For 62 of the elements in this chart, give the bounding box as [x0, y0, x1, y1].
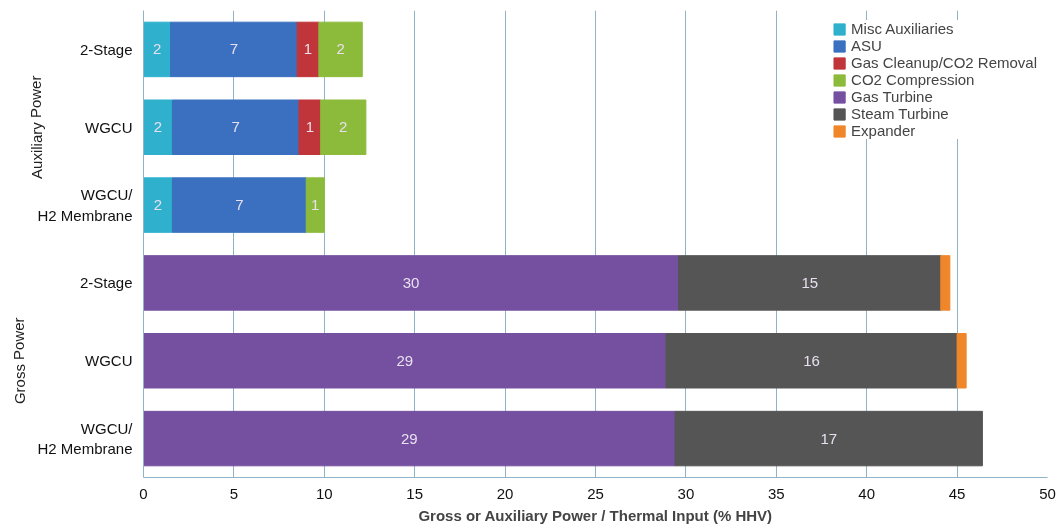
bar — [320, 99, 367, 155]
legend-label: Misc Auxiliaries — [851, 20, 954, 37]
data-label: 29 — [396, 351, 414, 369]
data-label: 2 — [153, 118, 163, 136]
y-tick-label: 2-Stage — [79, 274, 133, 292]
y-tick-label: WGCU — [85, 118, 133, 136]
y-tick-label: 2-Stage — [79, 40, 133, 58]
bar — [674, 410, 983, 467]
y-tick-label: WGCU/ H2 Membrane — [37, 186, 134, 224]
bar — [665, 333, 958, 389]
bar — [298, 99, 322, 155]
data-label: 1 — [305, 118, 315, 136]
data-label: 17 — [820, 429, 838, 447]
legend-label: Expander — [851, 122, 916, 139]
x-tick-label: 50 — [1039, 484, 1056, 502]
legend-label: CO2 Compression — [851, 71, 975, 88]
data-label: 2 — [152, 40, 162, 58]
data-label: 16 — [803, 351, 820, 369]
x-tick-label: 40 — [858, 484, 876, 502]
bar — [171, 99, 300, 155]
data-label: 7 — [229, 40, 239, 58]
data-label: 15 — [801, 273, 819, 291]
x-tick-label: 35 — [767, 484, 785, 502]
bar — [171, 177, 307, 233]
x-axis-title: Gross or Auxiliary Power / Thermal Input (% HHV) — [418, 506, 773, 524]
legend-label: ASU — [851, 37, 882, 54]
bar — [143, 21, 172, 78]
bar — [956, 333, 967, 389]
y-tick-label: WGCU/ H2 Membrane — [37, 419, 134, 458]
x-tick-label: 20 — [496, 484, 514, 502]
bar — [305, 177, 325, 233]
legend-label: Gas Turbine — [851, 88, 933, 105]
bar — [318, 21, 363, 78]
text: Auxiliary Power — [27, 75, 45, 179]
bar — [940, 255, 951, 311]
x-tick-label: 0 — [139, 484, 148, 502]
text: Gross Power — [10, 317, 28, 405]
data-label: 1 — [311, 196, 320, 214]
data-label: 29 — [400, 429, 418, 447]
bar — [143, 333, 667, 389]
x-tick-label: 25 — [587, 484, 604, 502]
y-tick-label: WGCU — [85, 352, 133, 370]
bar — [143, 410, 676, 467]
x-tick-label: 5 — [229, 484, 239, 502]
data-label: 1 — [303, 40, 313, 58]
x-tick-label: 30 — [677, 484, 695, 502]
data-label: 7 — [235, 196, 244, 214]
bar — [143, 255, 680, 311]
data-label: 30 — [402, 273, 420, 291]
data-label: 2 — [339, 118, 348, 136]
legend-label: Gas Cleanup/CO2 Removal — [851, 54, 1037, 71]
x-tick-label: 10 — [315, 484, 333, 502]
legend-label: Steam Turbine — [851, 105, 949, 122]
x-tick-label: 45 — [948, 484, 966, 502]
x-tick-label: 15 — [406, 484, 424, 502]
bar — [143, 99, 173, 155]
bar — [170, 21, 298, 78]
bar — [678, 255, 942, 311]
data-label: 7 — [231, 118, 240, 136]
data-label: 2 — [153, 196, 163, 214]
bar — [143, 177, 173, 233]
data-label: 2 — [336, 40, 345, 58]
